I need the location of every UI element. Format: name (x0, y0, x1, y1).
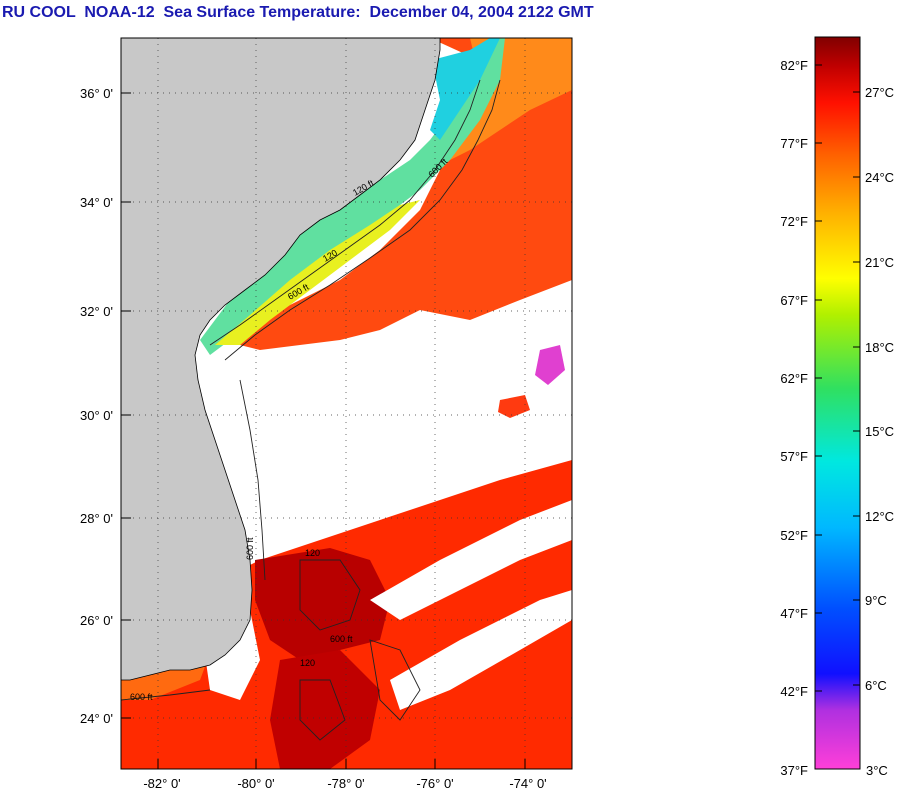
lon-labels: -82° 0' -80° 0' -78° 0' -76° 0' -74° 0' (143, 776, 546, 791)
lat-label: 36° 0' (80, 86, 113, 101)
ocean-warm-blob (498, 395, 530, 418)
contour-label: 120 (305, 548, 320, 558)
lat-label: 30° 0' (80, 408, 113, 423)
lon-label: -82° 0' (143, 776, 180, 791)
colorbar-f-label: 52°F (780, 528, 808, 543)
lat-label: 26° 0' (80, 613, 113, 628)
lon-label: -78° 0' (327, 776, 364, 791)
page-title: RU COOL NOAA-12 Sea Surface Temperature:… (2, 4, 594, 21)
colorbar-c-labels: 27°C 24°C 21°C 18°C 15°C 12°C 9°C 6°C 3°… (865, 85, 894, 778)
colorbar-f-label: 62°F (780, 371, 808, 386)
ocean-coastal-yellow (215, 200, 420, 345)
colorbar-c-label: 24°C (865, 170, 894, 185)
lat-ticks (121, 92, 131, 719)
contour-label: 600 ft (245, 537, 255, 560)
isobath-bahamas-1 (299, 559, 361, 631)
isobath-bahamas-2 (369, 639, 421, 721)
colorbar-f-label: 37°F (780, 763, 808, 778)
isobath-600ft (224, 79, 501, 361)
colorbar-c-label: 21°C (865, 255, 894, 270)
cuba-coast (121, 689, 211, 701)
colorbar: 82°F 77°F 72°F 67°F 62°F 57°F 52°F 47°F … (780, 36, 894, 778)
cloud-streak-1 (370, 500, 572, 620)
map-panel: 120 ft 600 ft 120 600 ft 600 ft 120 600 … (121, 38, 572, 769)
isobath-bahamas-3 (299, 679, 346, 741)
lat-label: 28° 0' (80, 511, 113, 526)
lon-label: -76° 0' (416, 776, 453, 791)
ocean-coastal-cyan (430, 38, 500, 140)
lat-label: 34° 0' (80, 195, 113, 210)
contour-label: 600 ft (330, 634, 353, 644)
cloud-streak-2 (390, 590, 572, 710)
lat-labels: 36° 0' 34° 0' 32° 0' 30° 0' 28° 0' 26° 0… (80, 86, 113, 726)
isobath-florida (239, 379, 266, 581)
colorbar-f-label: 57°F (780, 449, 808, 464)
colorbar-f-label: 67°F (780, 293, 808, 308)
contour-label: 120 (300, 658, 315, 668)
ocean-deep-warm-bahamas (270, 650, 380, 769)
lon-label: -80° 0' (237, 776, 274, 791)
colorbar-f-label: 42°F (780, 684, 808, 699)
contour-label: 600 ft (130, 692, 153, 702)
lat-label: 24° 0' (80, 711, 113, 726)
ocean-coastal-cool (200, 38, 505, 355)
colorbar-f-label: 82°F (780, 58, 808, 73)
lon-label: -74° 0' (509, 776, 546, 791)
lon-ticks (157, 759, 526, 769)
colorbar-c-label: 27°C (865, 85, 894, 100)
colorbar-ticks (815, 64, 860, 692)
colorbar-c-label: 3°C (866, 763, 888, 778)
ocean-deep-warm-gulfstream (255, 548, 390, 660)
colorbar-f-label: 72°F (780, 214, 808, 229)
colorbar-gradient (814, 36, 861, 770)
isobath-120ft (209, 79, 481, 346)
ocean-cold-spot (535, 345, 565, 385)
colorbar-c-label: 6°C (865, 678, 887, 693)
lat-label: 32° 0' (80, 304, 113, 319)
land-us-coast (121, 38, 441, 681)
colorbar-f-label: 77°F (780, 136, 808, 151)
colorbar-c-label: 18°C (865, 340, 894, 355)
colorbar-c-label: 15°C (865, 424, 894, 439)
colorbar-c-label: 12°C (865, 509, 894, 524)
colorbar-f-label: 47°F (780, 606, 808, 621)
colorbar-f-labels: 82°F 77°F 72°F 67°F 62°F 57°F 52°F 47°F … (780, 58, 808, 778)
colorbar-c-label: 9°C (865, 593, 887, 608)
